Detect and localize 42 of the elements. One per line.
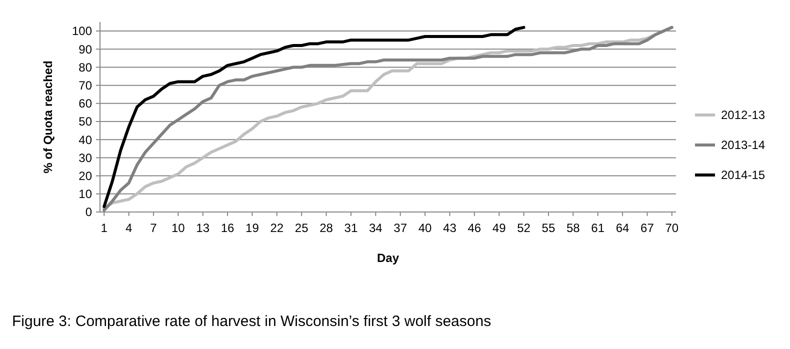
x-tick-label: 16 (220, 221, 235, 235)
x-tick-label: 55 (542, 221, 556, 235)
x-tick-label: 40 (418, 221, 432, 235)
x-tick-label: 22 (270, 221, 284, 235)
x-tick-label: 46 (468, 221, 482, 235)
x-tick-label: 70 (665, 221, 679, 235)
x-tick-label: 52 (517, 221, 531, 235)
legend-label: 2013-14 (721, 138, 766, 152)
y-tick-label: 100 (72, 24, 92, 38)
x-tick-label: 13 (196, 221, 210, 235)
x-tick-label: 49 (492, 221, 506, 235)
x-tick-label: 43 (443, 221, 457, 235)
x-tick-label: 58 (566, 221, 580, 235)
x-axis-title: Day (376, 251, 400, 265)
y-tick-label: 60 (78, 96, 92, 111)
x-tick-label: 64 (616, 221, 630, 235)
x-tick-label: 28 (320, 221, 334, 235)
y-tick-label: 70 (78, 78, 92, 93)
y-tick-label: 20 (78, 169, 92, 184)
y-tick-label: 10 (78, 187, 92, 202)
legend-label: 2012-13 (721, 108, 766, 122)
y-tick-label: 80 (78, 60, 92, 74)
x-tick-label: 67 (640, 221, 654, 235)
x-tick-label: 31 (344, 221, 358, 235)
y-tick-label: 30 (78, 150, 92, 165)
x-tick-label: 34 (368, 221, 383, 235)
line-series (102, 26, 526, 208)
y-axis-title: % of Quota reached (41, 60, 55, 174)
x-tick-label: 37 (394, 221, 408, 235)
y-tick-label: 50 (78, 114, 92, 129)
x-tick-label: 4 (125, 221, 132, 235)
x-tick-label: 10 (171, 221, 186, 235)
y-tick-label: 40 (78, 132, 92, 147)
x-tick-label: 25 (294, 221, 309, 235)
x-tick-label: 7 (150, 221, 158, 235)
x-tick-label: 61 (591, 221, 605, 235)
legend-label: 2014-15 (721, 168, 766, 182)
x-tick-label: 19 (246, 221, 260, 235)
caption: Figure 3: Comparative rate of harvest in Wisconsin’s first 3 wolf seasons (12, 313, 492, 330)
x-tick-label: 1 (100, 221, 108, 235)
y-tick-label: 0 (85, 205, 92, 220)
y-tick-label: 90 (78, 42, 92, 56)
